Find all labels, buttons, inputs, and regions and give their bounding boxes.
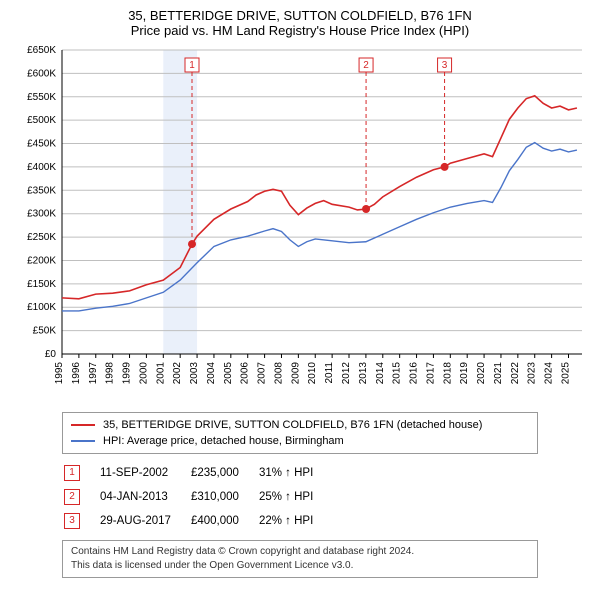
svg-text:3: 3 — [442, 60, 448, 71]
event-row: 3 29-AUG-2017£400,00022% ↑ HPI — [64, 510, 331, 532]
svg-text:£350K: £350K — [27, 185, 56, 196]
svg-text:2002: 2002 — [172, 362, 183, 385]
svg-text:1: 1 — [189, 60, 195, 71]
svg-text:2000: 2000 — [138, 362, 149, 385]
svg-text:2004: 2004 — [206, 362, 217, 385]
svg-text:2010: 2010 — [307, 362, 318, 385]
svg-text:1995: 1995 — [54, 362, 65, 385]
event-marker: 1 — [64, 465, 80, 481]
svg-text:2: 2 — [363, 60, 369, 71]
svg-text:2005: 2005 — [223, 362, 234, 385]
svg-text:2014: 2014 — [375, 362, 386, 385]
event-date: 04-JAN-2013 — [100, 486, 189, 508]
event-price: £235,000 — [191, 462, 257, 484]
event-date: 29-AUG-2017 — [100, 510, 189, 532]
event-delta: 31% ↑ HPI — [259, 462, 331, 484]
svg-text:£300K: £300K — [27, 209, 56, 220]
svg-text:£50K: £50K — [33, 326, 57, 337]
svg-text:2025: 2025 — [560, 362, 571, 385]
events-table: 1 11-SEP-2002£235,00031% ↑ HPI 2 04-JAN-201… — [62, 460, 333, 534]
svg-text:2020: 2020 — [476, 362, 487, 385]
legend-text-hpi: HPI: Average price, detached house, Birm… — [103, 435, 344, 447]
line-chart-svg: £0 £50K £100K £150K £200K £250K £300K £350K £400… — [10, 44, 590, 404]
legend-line-hpi — [71, 440, 95, 442]
svg-text:2007: 2007 — [257, 362, 268, 385]
svg-text:£650K: £650K — [27, 45, 56, 56]
legend-row-hpi: HPI: Average price, detached house, Birm… — [71, 433, 529, 449]
svg-text:£150K: £150K — [27, 279, 56, 290]
svg-text:2013: 2013 — [358, 362, 369, 385]
svg-text:£400K: £400K — [27, 162, 56, 173]
svg-text:2006: 2006 — [240, 362, 251, 385]
event-marker: 2 — [64, 489, 80, 505]
svg-text:£100K: £100K — [27, 302, 56, 313]
svg-text:2003: 2003 — [189, 362, 200, 385]
svg-text:2022: 2022 — [510, 362, 521, 385]
chart-area: £0 £50K £100K £150K £200K £250K £300K £350K £400… — [10, 44, 590, 404]
title-line2: Price paid vs. HM Land Registry's House … — [10, 23, 590, 38]
svg-text:2012: 2012 — [341, 362, 352, 385]
footer-note: Contains HM Land Registry data © Crown c… — [62, 540, 538, 578]
svg-text:£450K: £450K — [27, 139, 56, 150]
event-price: £310,000 — [191, 486, 257, 508]
svg-text:2001: 2001 — [155, 362, 166, 385]
event-delta: 25% ↑ HPI — [259, 486, 331, 508]
legend-row-property: 35, BETTERIDGE DRIVE, SUTTON COLDFIELD, … — [71, 417, 529, 433]
legend-box: 35, BETTERIDGE DRIVE, SUTTON COLDFIELD, … — [62, 412, 538, 454]
event-delta: 22% ↑ HPI — [259, 510, 331, 532]
svg-text:1999: 1999 — [122, 362, 133, 385]
legend-text-property: 35, BETTERIDGE DRIVE, SUTTON COLDFIELD, … — [103, 419, 482, 431]
footer-line1: Contains HM Land Registry data © Crown c… — [71, 545, 529, 559]
svg-text:2018: 2018 — [442, 362, 453, 385]
svg-text:2021: 2021 — [493, 362, 504, 385]
event-row: 2 04-JAN-2013£310,00025% ↑ HPI — [64, 486, 331, 508]
svg-text:1997: 1997 — [88, 362, 99, 385]
svg-text:2023: 2023 — [527, 362, 538, 385]
svg-text:£550K: £550K — [27, 92, 56, 103]
svg-text:1996: 1996 — [71, 362, 82, 385]
svg-text:2011: 2011 — [324, 362, 335, 384]
svg-text:2016: 2016 — [409, 362, 420, 385]
svg-text:2019: 2019 — [459, 362, 470, 385]
event-marker: 3 — [64, 513, 80, 529]
legend-line-property — [71, 424, 95, 426]
chart-container: 35, BETTERIDGE DRIVE, SUTTON COLDFIELD, … — [0, 0, 600, 582]
event-price: £400,000 — [191, 510, 257, 532]
svg-text:2009: 2009 — [290, 362, 301, 385]
svg-text:£200K: £200K — [27, 255, 56, 266]
svg-text:£250K: £250K — [27, 232, 56, 243]
svg-text:1998: 1998 — [105, 362, 116, 385]
svg-text:£500K: £500K — [27, 115, 56, 126]
svg-text:£600K: £600K — [27, 68, 56, 79]
title-line1: 35, BETTERIDGE DRIVE, SUTTON COLDFIELD, … — [10, 8, 590, 23]
footer-line2: This data is licensed under the Open Gov… — [71, 559, 529, 573]
svg-text:2015: 2015 — [392, 362, 403, 385]
event-date: 11-SEP-2002 — [100, 462, 189, 484]
svg-text:2008: 2008 — [273, 362, 284, 385]
svg-text:2024: 2024 — [544, 362, 555, 385]
svg-text:2017: 2017 — [425, 362, 436, 385]
svg-text:£0: £0 — [45, 349, 57, 360]
event-row: 1 11-SEP-2002£235,00031% ↑ HPI — [64, 462, 331, 484]
title-block: 35, BETTERIDGE DRIVE, SUTTON COLDFIELD, … — [10, 8, 590, 38]
